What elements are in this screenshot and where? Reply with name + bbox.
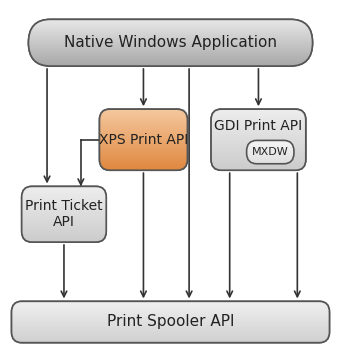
Text: Print Spooler API: Print Spooler API: [107, 315, 234, 329]
Text: Print Ticket
API: Print Ticket API: [25, 199, 103, 230]
FancyBboxPatch shape: [100, 109, 188, 170]
FancyBboxPatch shape: [22, 186, 106, 242]
Text: GDI Print API: GDI Print API: [214, 119, 302, 133]
FancyBboxPatch shape: [12, 301, 329, 343]
FancyBboxPatch shape: [28, 19, 313, 66]
Text: Native Windows Application: Native Windows Application: [64, 35, 277, 50]
FancyBboxPatch shape: [247, 140, 294, 164]
Text: MXDW: MXDW: [252, 147, 288, 157]
Text: XPS Print API: XPS Print API: [99, 133, 188, 147]
FancyBboxPatch shape: [211, 109, 306, 170]
